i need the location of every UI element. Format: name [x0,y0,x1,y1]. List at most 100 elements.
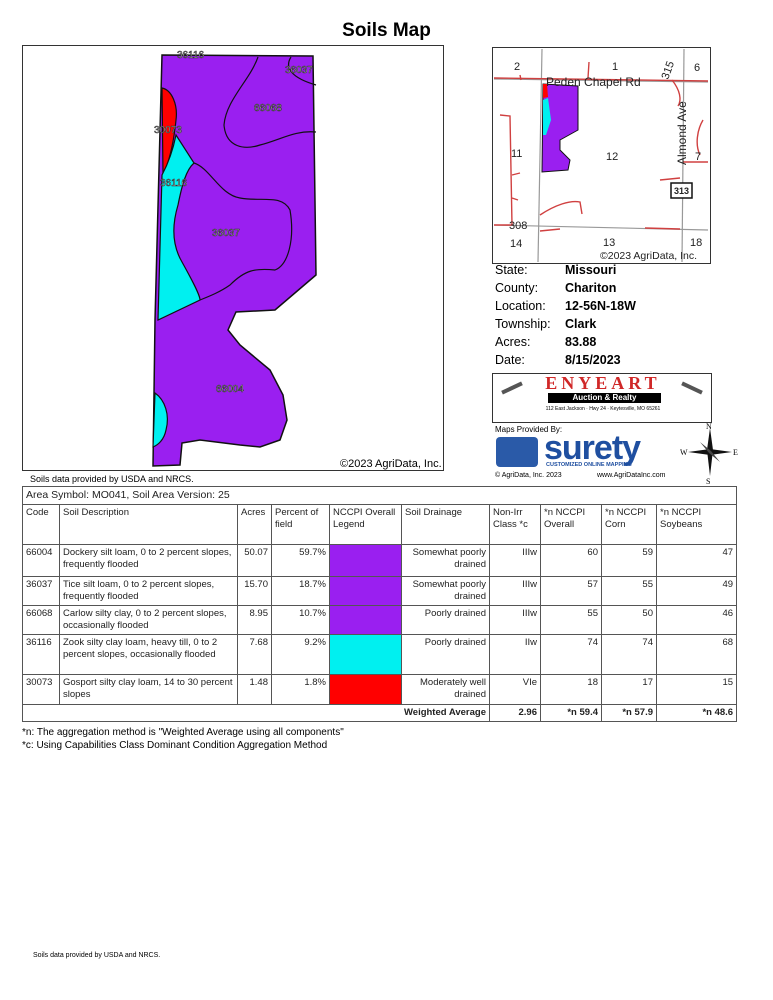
cell-code: 36037 [22,576,60,606]
map-label: 36037 [285,65,313,76]
bottom-source-note: Soils data provided by USDA and NRCS. [33,952,161,959]
page-title: Soils Map [342,20,431,41]
road-label: 313 [674,186,689,196]
weighted-soy: *n 48.6 [655,704,738,722]
cell-acres: 50.07 [237,544,272,577]
cell-class: IIIw [489,576,541,606]
cell-code: 36116 [22,634,60,675]
map-label: 36116 [160,178,188,189]
cell-pct: 18.7% [271,576,330,606]
compass-n: N [706,422,712,431]
cell-drainage: Poorly drained [401,634,490,675]
cell-desc: Tice silt loam, 0 to 2 percent slopes, f… [59,576,238,606]
cell-code: 66004 [22,544,60,577]
cell-class: IIIw [489,544,541,577]
footnote: *c: Using Capabilities Class Dominant Co… [22,740,328,751]
soil-map [22,45,444,471]
header-cell: *n NCCPI Corn [601,504,657,545]
nccpi-legend-swatch [329,674,402,705]
location-inset-map [492,47,711,264]
table-row: 36037 Tice silt loam, 0 to 2 percent slop… [22,576,738,606]
header-cell: Acres [237,504,272,545]
map-label: 30073 [154,125,182,136]
cell-overall: 74 [540,634,602,675]
cell-class: VIe [489,674,541,705]
table-row: 66068 Carlow silty clay, 0 to 2 percent s… [22,605,738,635]
globe-icon [496,437,538,467]
map-label: 36037 [212,228,240,239]
enyeart-logo: ENYEART Auction & Realty 112 East Jackso… [492,373,712,423]
cell-overall: 55 [540,605,602,635]
section-label: 6 [694,62,700,74]
table-row: 36116 Zook silty clay loam, heavy till, 0… [22,634,738,675]
cell-pct: 1.8% [271,674,330,705]
cell-acres: 1.48 [237,674,272,705]
table-row: 66004 Dockery silt loam, 0 to 2 percent s… [22,544,738,577]
section-label: 11 [511,148,522,160]
cell-pct: 10.7% [271,605,330,635]
cell-desc: Carlow silty clay, 0 to 2 percent slopes… [59,605,238,635]
road-label: 308 [509,220,527,232]
section-label: 12 [606,151,618,163]
info-row: Acres: 83.88 [495,335,597,349]
highway-313-shield [670,182,693,199]
compass-rose-icon: N S W E [680,422,738,485]
weighted-class: 2.96 [489,704,541,722]
cell-soy: 68 [655,634,738,675]
section-label: 7 [695,151,701,163]
section-label: 2 [514,61,520,73]
soils-table: Area Symbol: MO041, Soil Area Version: 2… [21,486,738,722]
cell-corn: 55 [601,576,657,606]
cell-corn: 59 [601,544,657,577]
soil-map-labels: 36116 36037 66068 30073 36116 36037 6600… [154,50,314,396]
road-label: Peden Chapel Rd [546,75,641,89]
cell-code: 30073 [22,674,60,705]
cell-code: 66068 [22,605,60,635]
header-cell: Percent of field [271,504,330,545]
cell-soy: 49 [655,576,738,606]
cell-class: IIIw [489,605,541,635]
soil-zone-36116-south [152,391,168,448]
cell-overall: 18 [540,674,602,705]
nccpi-legend-swatch [329,634,402,675]
cell-overall: 57 [540,576,602,606]
table-row: 30073 Gosport silty clay loam, 14 to 30 p… [22,674,738,705]
gavel-icon [681,381,703,395]
info-row: Location: 12-56N-18W [495,299,636,313]
cell-pct: 9.2% [271,634,330,675]
soil-boundary [287,56,317,86]
nccpi-legend-swatch [329,605,402,635]
info-row: County: Chariton [495,281,617,295]
cell-corn: 74 [601,634,657,675]
cell-drainage: Poorly drained [401,605,490,635]
cell-pct: 59.7% [271,544,330,577]
map-label: 66068 [254,103,282,114]
map-label: 66004 [216,384,244,395]
cell-drainage: Somewhat poorly drained [401,576,490,606]
header-cell: Soil Drainage [401,504,490,545]
inset-map-drawing: 2 1 6 11 12 7 14 13 18 Peden Chapel Rd A… [493,48,709,263]
header-cell: *n NCCPI Soybeans [655,504,738,545]
soil-boundary [193,162,293,301]
section-label: 1 [612,61,618,73]
maps-provided-by: Maps Provided By: [495,425,563,434]
info-row: State: Missouri [495,263,617,277]
surety-logo: surety [544,429,641,467]
cell-soy: 15 [655,674,738,705]
header-cell: Non-Irr Class *c [489,504,541,545]
compass-s: S [706,477,710,485]
nccpi-legend-swatch [329,544,402,577]
compass-w: W [680,448,688,457]
soil-map-drawing: 36116 36037 66068 30073 36116 36037 6600… [152,50,317,467]
soil-boundary [223,56,317,148]
info-row: Township: Clark [495,317,597,331]
inset-copyright: ©2023 AgriData, Inc. [600,250,697,262]
inset-field-polygon [541,83,579,173]
nccpi-legend-swatch [329,576,402,606]
cell-acres: 7.68 [237,634,272,675]
compass-e: E [733,448,738,457]
cell-corn: 17 [601,674,657,705]
gavel-icon [501,381,523,395]
cell-acres: 8.95 [237,605,272,635]
section-label: 18 [690,237,702,249]
